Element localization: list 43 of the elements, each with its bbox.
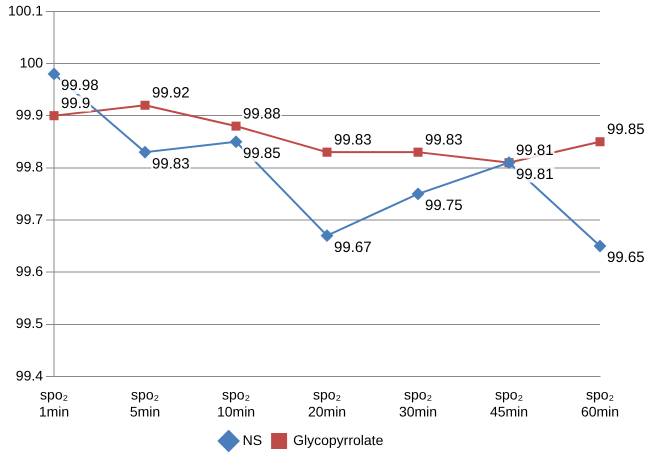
data-label: 99.81 (516, 166, 554, 183)
data-label: 99.83 (334, 131, 372, 148)
point (412, 188, 424, 200)
point (140, 100, 150, 110)
data-label: 99.83 (152, 155, 190, 172)
point (595, 137, 605, 146)
y-tick-label: 100.1 (8, 2, 44, 18)
y-tick-label: 99.4 (16, 367, 44, 384)
data-label: 99.88 (243, 105, 281, 122)
data-label: 99.98 (61, 77, 99, 94)
point (48, 68, 60, 80)
data-label: 99.65 (607, 249, 645, 266)
data-label: 99.92 (152, 84, 190, 102)
data-label: 99.9 (61, 94, 90, 112)
y-tick-label: 99.8 (16, 158, 44, 175)
x-tick-label: spo₂ 60min (580, 386, 620, 420)
point (230, 136, 242, 148)
x-tick-label: spo₂ 30min (398, 386, 438, 420)
point (50, 111, 59, 120)
point (413, 148, 423, 157)
y-tick-label: 100 (20, 54, 44, 70)
x-tick-label: spo₂ 45min (490, 386, 528, 420)
x-tick-label: spo₂ 10min (216, 386, 256, 420)
data-label: 99.81 (516, 142, 554, 159)
x-tick-label: spo₂ 1min (38, 386, 70, 420)
point (321, 230, 334, 242)
point (139, 146, 152, 158)
x-tick-label: spo₂ 5min (130, 386, 160, 420)
legend-label: NS (242, 432, 262, 448)
y-tick-label: 99.6 (16, 262, 44, 279)
y-tick-label: 99.5 (16, 315, 44, 332)
x-tick-label: spo₂ 20min (308, 386, 346, 420)
y-tick-label: 99.7 (16, 210, 44, 227)
data-label: 99.67 (334, 238, 372, 256)
point (231, 122, 241, 131)
data-label: 99.75 (425, 197, 463, 214)
point (594, 240, 606, 252)
data-label: 99.85 (243, 144, 281, 162)
legend-label: Glycopyrrolate (293, 432, 384, 448)
data-label: 99.85 (607, 120, 645, 138)
y-tick-label: 99.9 (16, 106, 44, 123)
point (322, 148, 332, 157)
data-label: 99.83 (425, 131, 463, 148)
